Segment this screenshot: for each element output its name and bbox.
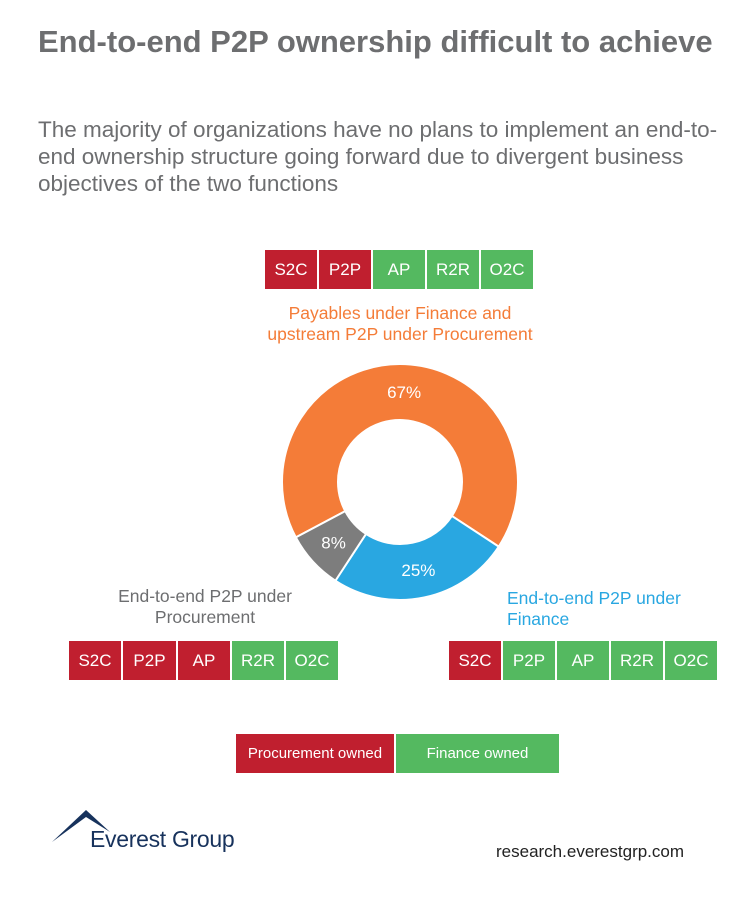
chain-left-ap: AP (178, 641, 230, 680)
footer-url: research.everestgrp.com (496, 842, 685, 861)
donut-slice-1 (334, 514, 501, 601)
brand-name: Everest Group (90, 826, 235, 852)
donut-slice-2 (294, 509, 368, 583)
page-title: End-to-end P2P ownership difficult to ac… (38, 24, 713, 59)
chain-left-r2r: R2R (232, 641, 284, 680)
chain-right-r2r: R2R (611, 641, 663, 680)
legend: Procurement owned Finance owned (236, 734, 559, 773)
page-subtitle: The majority of organizations have no pl… (38, 117, 718, 196)
chain-top-r2r: R2R (427, 250, 479, 289)
chain-top-p2p: P2P (319, 250, 371, 289)
chain-left-o2c: O2C (286, 641, 338, 680)
chain-top-ap: AP (373, 250, 425, 289)
value-chain-right: S2C P2P AP R2R O2C (449, 641, 717, 680)
slice-label-gray: End-to-end P2P under Procurement (118, 586, 292, 627)
chain-top-s2c: S2C (265, 250, 317, 289)
legend-finance: Finance owned (396, 734, 559, 773)
slice-label-blue: End-to-end P2P under Finance (507, 588, 681, 629)
chain-right-p2p: P2P (503, 641, 555, 680)
value-chain-top: S2C P2P AP R2R O2C (265, 250, 533, 289)
donut-slice-label-1: 25% (401, 561, 435, 580)
chain-right-o2c: O2C (665, 641, 717, 680)
chain-left-p2p: P2P (123, 641, 176, 680)
legend-procurement: Procurement owned (236, 734, 394, 773)
chain-top-o2c: O2C (481, 250, 533, 289)
donut-slice-0 (281, 363, 519, 548)
everest-logo-icon (52, 810, 110, 842)
slice-label-orange: Payables under Finance and upstream P2P … (267, 303, 533, 344)
chain-left-s2c: S2C (69, 641, 121, 680)
value-chain-left: S2C P2P AP R2R O2C (69, 641, 338, 680)
chain-right-ap: AP (557, 641, 609, 680)
donut-slice-label-2: 8% (321, 534, 346, 553)
donut-slice-label-0: 67% (387, 383, 421, 402)
chain-right-s2c: S2C (449, 641, 501, 680)
